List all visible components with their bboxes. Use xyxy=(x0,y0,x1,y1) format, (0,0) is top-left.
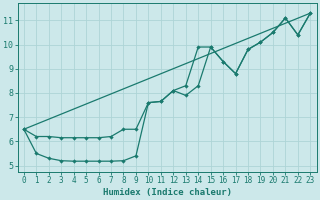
X-axis label: Humidex (Indice chaleur): Humidex (Indice chaleur) xyxy=(103,188,232,197)
